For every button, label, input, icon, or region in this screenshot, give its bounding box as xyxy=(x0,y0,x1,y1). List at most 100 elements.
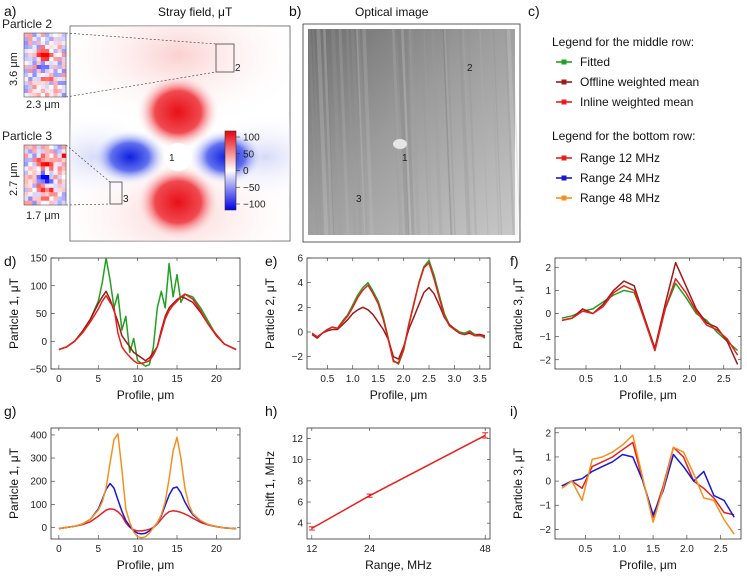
plot-frame xyxy=(306,257,491,370)
optical-texture xyxy=(442,28,452,236)
inset-pixel xyxy=(53,149,58,154)
inset-pixel xyxy=(28,41,33,46)
inset-pixel xyxy=(24,89,29,94)
inset-pixel xyxy=(40,45,46,50)
y-tick-label: 12 xyxy=(292,434,304,445)
inset-pixel xyxy=(45,57,50,62)
inset-pixel xyxy=(32,149,37,154)
inset-pixel xyxy=(28,53,33,58)
inset-pixel xyxy=(49,175,54,180)
optical-texture xyxy=(331,28,343,236)
optical-texture xyxy=(355,28,366,236)
inset-pixel xyxy=(61,157,67,163)
inset-pixel xyxy=(45,81,50,86)
inset-pixel xyxy=(61,192,67,197)
series-line xyxy=(311,262,486,364)
y-tick-label: 8 xyxy=(297,476,303,487)
inset-pixel xyxy=(36,175,42,180)
inset-pixel xyxy=(53,157,58,163)
inset-pixel xyxy=(49,41,54,46)
y-tick-label: 400 xyxy=(30,430,47,441)
x-tick-label: 20 xyxy=(211,544,223,555)
y-tick-label: 6 xyxy=(297,498,303,509)
inset-pixel xyxy=(49,85,54,90)
inset-pixel xyxy=(32,175,37,180)
chart-i: 0.5 1.0 1.5 2.0 2.5 −2 −1 0 1 2 Profile, μm Particl… xyxy=(511,427,742,572)
optical-texture xyxy=(420,28,430,236)
inset-pixel xyxy=(45,37,50,42)
panel-label-h: h) xyxy=(265,403,277,419)
series-line xyxy=(561,453,735,518)
inset-pixel xyxy=(24,179,29,184)
inset-pixel xyxy=(53,41,58,46)
chart-h: 12 24 48 4 6 8 10 12 Range, MHz Shift 1, MHz xyxy=(263,427,491,572)
y-axis-label: Particle 3, μT xyxy=(511,447,525,519)
y-tick-label: 300 xyxy=(30,454,47,465)
inset-pixel xyxy=(36,85,42,90)
dash-3a xyxy=(65,144,111,183)
optical-texture xyxy=(345,28,357,236)
inset-pixel xyxy=(24,53,29,58)
inset-pixel xyxy=(32,37,37,42)
inset3-width: 1.7 μm xyxy=(26,210,60,222)
inset-pixel xyxy=(24,192,29,197)
inset-pixel xyxy=(28,162,33,167)
y-tick-label: 0 xyxy=(41,337,47,348)
optical-texture xyxy=(323,28,335,236)
optical-texture xyxy=(443,28,454,236)
inset3-image xyxy=(23,144,67,206)
x-tick-label: 2.0 xyxy=(682,374,696,385)
inset-pixel xyxy=(32,49,37,54)
inset-pixel xyxy=(28,77,33,82)
x-axis-label: Profile, μm xyxy=(619,558,677,572)
inset-pixel xyxy=(53,175,58,180)
inset-pixel xyxy=(28,145,33,150)
inset-pixel xyxy=(24,166,29,172)
inset-pixel xyxy=(24,61,29,66)
inset3-height: 2.7 μm xyxy=(8,162,20,196)
inset-pixel xyxy=(57,145,63,150)
inset-pixel xyxy=(28,45,33,50)
plot-frame xyxy=(50,427,241,540)
inset-pixel xyxy=(40,192,46,197)
inset-pixel xyxy=(36,179,42,184)
field-point-1: 1 xyxy=(169,153,175,164)
inset-pixel xyxy=(28,73,33,78)
inset-pixel xyxy=(61,170,67,176)
inset-pixel xyxy=(57,192,63,197)
inset-pixel xyxy=(36,196,42,202)
inset-pixel xyxy=(32,73,37,78)
inset-pixel xyxy=(57,187,63,193)
x-tick-label: 0 xyxy=(56,374,62,385)
inset-pixel xyxy=(24,73,29,78)
inset-pixel xyxy=(40,65,46,70)
series-line xyxy=(311,286,486,360)
field-lobe-top xyxy=(136,74,220,150)
inset-pixel xyxy=(32,69,37,74)
inset-pixel xyxy=(24,37,29,42)
inset-pixel xyxy=(32,170,37,176)
optical-texture xyxy=(490,28,500,236)
optical-texture xyxy=(431,28,443,236)
y-tick-label: −50 xyxy=(30,365,47,376)
inset-pixel xyxy=(24,183,29,189)
inset-pixel xyxy=(28,65,33,70)
inset-pixel xyxy=(24,145,29,150)
inset-pixel xyxy=(40,200,46,206)
optical-texture xyxy=(391,28,403,236)
inset-pixel xyxy=(57,175,63,180)
inset-pixel xyxy=(45,192,50,197)
inset-pixel xyxy=(53,81,58,86)
inset2-width: 2.3 μm xyxy=(26,99,60,111)
inset-pixel xyxy=(32,179,37,184)
optical-texture xyxy=(351,28,363,236)
optical-texture xyxy=(403,28,415,236)
series-line xyxy=(561,261,739,365)
inset-pixel xyxy=(28,192,33,197)
inset-pixel xyxy=(45,175,50,180)
inset-pixel xyxy=(36,81,42,86)
optical-image xyxy=(308,29,515,235)
inset-pixel xyxy=(36,49,42,54)
optical-panel: Optical image 1 2 3 xyxy=(302,5,521,243)
inset-pixel xyxy=(57,73,63,78)
